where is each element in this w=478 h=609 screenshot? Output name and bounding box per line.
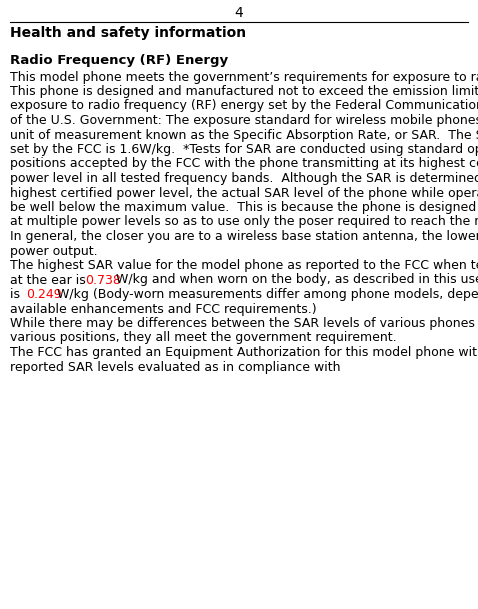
Text: While there may be differences between the SAR levels of various phones and at: While there may be differences between t…: [10, 317, 478, 330]
Text: is: is: [10, 288, 24, 301]
Text: set by the FCC is 1.6W/kg.  *Tests for SAR are conducted using standard operatin: set by the FCC is 1.6W/kg. *Tests for SA…: [10, 143, 478, 156]
Text: This phone is designed and manufactured not to exceed the emission limits for: This phone is designed and manufactured …: [10, 85, 478, 98]
Text: The highest SAR value for the model phone as reported to the FCC when tested for: The highest SAR value for the model phon…: [10, 259, 478, 272]
Text: unit of measurement known as the Specific Absorption Rate, or SAR.  The SAR limi: unit of measurement known as the Specifi…: [10, 128, 478, 141]
Text: The FCC has granted an Equipment Authorization for this model phone with all: The FCC has granted an Equipment Authori…: [10, 346, 478, 359]
Text: Health and safety information: Health and safety information: [10, 26, 246, 40]
Text: at multiple power levels so as to use only the poser required to reach the netwo: at multiple power levels so as to use on…: [10, 216, 478, 228]
Text: Radio Frequency (RF) Energy: Radio Frequency (RF) Energy: [10, 54, 228, 67]
Text: power output.: power output.: [10, 244, 98, 258]
Text: This model phone meets the government’s requirements for exposure to radio waves: This model phone meets the government’s …: [10, 71, 478, 83]
Text: W/kg (Body-worn measurements differ among phone models, depending upon: W/kg (Body-worn measurements differ amon…: [53, 288, 478, 301]
Text: positions accepted by the FCC with the phone transmitting at its highest certifi: positions accepted by the FCC with the p…: [10, 158, 478, 171]
Text: power level in all tested frequency bands.  Although the SAR is determined at th: power level in all tested frequency band…: [10, 172, 478, 185]
Text: of the U.S. Government: The exposure standard for wireless mobile phones employs: of the U.S. Government: The exposure sta…: [10, 114, 478, 127]
Text: 0.738: 0.738: [85, 273, 121, 286]
Text: exposure to radio frequency (RF) energy set by the Federal Communications Commis: exposure to radio frequency (RF) energy …: [10, 99, 478, 113]
Text: 0.249: 0.249: [26, 288, 62, 301]
Text: W/kg and when worn on the body, as described in this user guide,: W/kg and when worn on the body, as descr…: [112, 273, 478, 286]
Text: 4: 4: [235, 6, 243, 20]
Text: available enhancements and FCC requirements.): available enhancements and FCC requireme…: [10, 303, 316, 315]
Text: reported SAR levels evaluated as in compliance with: reported SAR levels evaluated as in comp…: [10, 361, 340, 373]
Text: at the ear is: at the ear is: [10, 273, 90, 286]
Text: various positions, they all meet the government requirement.: various positions, they all meet the gov…: [10, 331, 397, 345]
Text: In general, the closer you are to a wireless base station antenna, the lower the: In general, the closer you are to a wire…: [10, 230, 478, 243]
Text: highest certified power level, the actual SAR level of the phone while operating: highest certified power level, the actua…: [10, 186, 478, 200]
Text: be well below the maximum value.  This is because the phone is designed to opera: be well below the maximum value. This is…: [10, 201, 478, 214]
